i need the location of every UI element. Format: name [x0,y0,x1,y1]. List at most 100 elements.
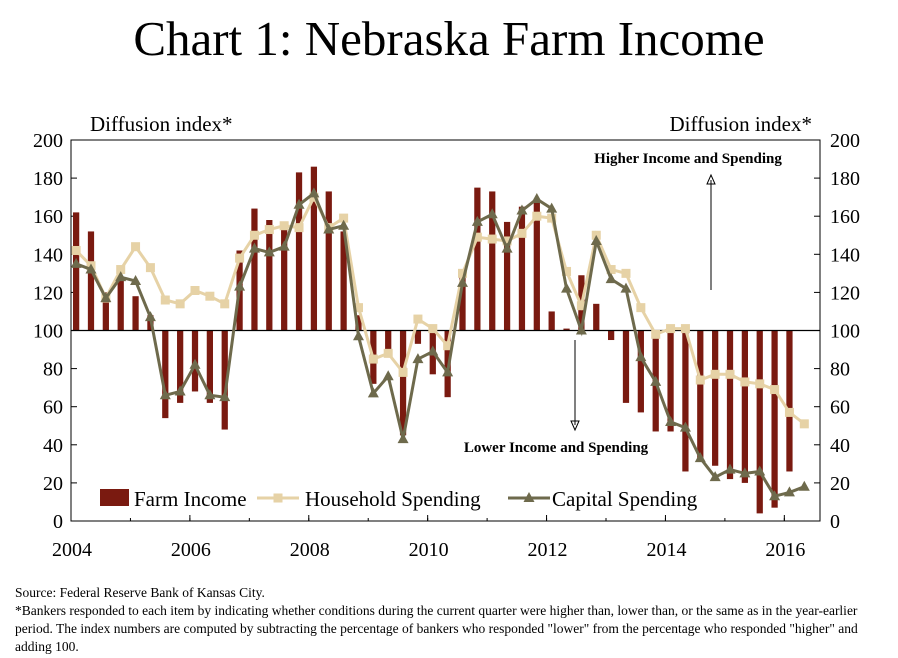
y-tick-label-right: 180 [830,168,860,190]
farm-income-bar [741,330,748,483]
farm-income-bar [533,202,540,331]
household-spending-point [680,324,690,334]
capital-spending-point [308,187,320,198]
household-spending-point [249,230,259,240]
farm-income-bar [622,330,630,403]
capital-spending-point [516,204,528,215]
arrow-down-head [570,420,580,432]
capital-spending-point [323,223,335,234]
farm-income-bar [102,292,109,331]
y-tick-label-left: 0 [53,511,63,533]
household-spending-point [606,265,616,275]
capital-spending-point [397,433,409,444]
household-spending-point [651,329,661,339]
capital-spending-point [590,234,602,245]
farm-income-bar [355,315,362,331]
farm-income-bar [697,330,704,459]
y-tick-label-left: 40 [43,435,63,457]
capital-spending-point [501,242,513,253]
household-spending-point [547,213,557,223]
x-tick-label: 2016 [765,539,805,561]
capital-spending-point [665,415,677,426]
household-spending-point [666,324,676,334]
capital-spending-point [234,280,246,291]
capital-spending-point [115,271,127,282]
capital-spending-point [85,263,97,274]
household-spending-point [190,285,200,295]
farm-income-bar [251,208,258,331]
capital-spending-point [620,282,632,293]
capital-spending-point [739,467,751,478]
capital-spending-point [263,246,275,257]
capital-spending-point [709,471,721,482]
footnote-block: Source: Federal Reserve Bank of Kansas C… [15,584,885,656]
household-spending-point [368,354,378,364]
right-axis-label: Diffusion index* [669,112,812,136]
household-spending-point [799,419,809,429]
capital-spending-point [100,292,112,303]
legend-label-farm-income: Farm Income [134,487,247,511]
capital-spending-point [248,242,260,253]
household-spending-point [264,225,274,235]
y-tick-label-right: 80 [830,359,850,381]
household-spending-point [472,232,482,242]
household-spending-point [755,379,765,389]
farm-income-bar [414,330,422,344]
household-spending-point [131,242,141,252]
farm-income-bar [593,303,600,331]
household-spending-point [294,223,304,233]
household-spending-point [517,228,527,238]
household-spending-point [532,211,542,221]
household-spending-point [339,213,349,223]
farm-income-bar [563,328,570,331]
capital-spending-point [412,353,424,364]
capital-spending-point [174,385,186,396]
y-tick-label-left: 60 [43,397,63,419]
farm-income-bar [756,330,763,514]
household-spending-point [695,375,705,385]
farm-income-bar [682,330,689,472]
capital-spending-point [531,193,543,204]
farm-income-bar [608,330,615,341]
household-spending-point [279,221,289,231]
arrow-up-head [706,173,716,185]
farm-income-bar [206,330,213,403]
farm-income-bar [399,330,407,436]
capital-spending-point [382,370,394,381]
household-spending-point [220,299,230,309]
household-spending-point [770,385,780,395]
household-spending-point [398,367,408,377]
legend-swatch-farm-income [100,489,129,506]
x-tick-label: 2014 [646,539,686,561]
capital-spending-point [605,273,617,284]
farm-income-bar [548,311,555,331]
capital-spending-point [189,358,201,369]
y-tick-label-left: 120 [33,282,63,304]
farm-income-bar [459,271,466,331]
farm-income-bar [87,231,95,331]
capital-spending-point [650,375,662,386]
capital-spending-point [546,202,558,213]
household-spending-point [621,268,631,278]
farm-income-bar [73,212,80,331]
capital-spending-point [278,240,290,251]
household-spending-point [443,341,453,351]
capital-spending-point [457,276,469,287]
farm-income-bar [281,223,288,331]
y-tick-label-right: 40 [830,435,850,457]
capital-spending-point [144,311,156,322]
household-spending-point [116,265,126,275]
household-spending-point [413,314,423,324]
legend-marker-capital [523,492,535,502]
farm-income-bar [786,330,793,472]
y-tick-label-right: 100 [830,321,860,343]
y-tick-label-left: 200 [33,130,63,152]
y-tick-label-right: 20 [830,473,850,495]
capital-spending-point [471,215,483,226]
capital-spending-point [293,198,305,209]
x-tick-label: 2008 [290,539,330,561]
farm-income-bar [325,191,332,331]
household-spending-point [458,268,468,278]
farm-income-bar [667,330,674,432]
